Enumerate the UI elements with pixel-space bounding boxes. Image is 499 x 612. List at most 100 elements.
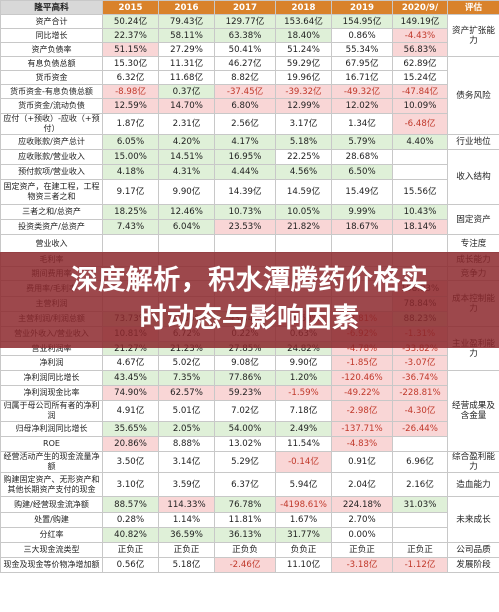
row-label: 三大现金流类型	[0, 542, 103, 558]
table-cell	[392, 234, 448, 253]
table-cell: 154.95亿	[331, 14, 393, 29]
table-row: 货币资金-有息负债总额 -8.98亿 0.37亿 -37.45亿 -39.32亿 -49.…	[0, 84, 499, 99]
table-cell	[158, 234, 215, 253]
table-cell: -1.59%	[275, 385, 332, 401]
table-cell: -228.81%	[392, 385, 448, 401]
table-cell: 35.65%	[102, 421, 159, 437]
table-cell: 40.82%	[102, 527, 159, 543]
table-cell: 1.20%	[275, 370, 332, 386]
table-cell: 正负负	[214, 542, 276, 558]
header-year: 2019	[331, 0, 393, 15]
table-cell: 18.40%	[275, 28, 332, 43]
table-cell: 4.17%	[214, 134, 276, 150]
table-cell: 4.56%	[275, 164, 332, 180]
table-row: 三大现金流类型 正负正 正负正 正负负 负负正 正负正 正负正 公司品质	[0, 542, 499, 558]
table-cell: 5.18%	[275, 134, 332, 150]
evaluation-cell: 收入结构	[447, 149, 499, 205]
row-label: 资产合计	[0, 14, 103, 29]
row-label: 净利润	[0, 355, 103, 371]
table-row: 营业收入 专注度	[0, 234, 499, 253]
table-cell: 正负正	[158, 542, 215, 558]
table-cell: 1.14%	[158, 512, 215, 528]
table-cell: -47.84亿	[392, 84, 448, 99]
table-row: 有息负债总额 15.30亿 11.31亿 46.27亿 59.29亿 67.95亿 62.8…	[0, 56, 499, 135]
table-cell: 9.99%	[331, 204, 393, 220]
evaluation-cell: 未来成长	[447, 496, 499, 543]
header-eval: 评估	[447, 0, 499, 15]
table-cell: 11.68亿	[158, 70, 215, 85]
table-cell: 10.09%	[392, 98, 448, 114]
evaluation-cell: 综合盈利能力	[447, 451, 499, 473]
table-cell: 31.77%	[275, 527, 332, 543]
table-cell: 15.00%	[102, 149, 159, 165]
table-cell: 58.11%	[158, 28, 215, 43]
table-cell	[214, 234, 276, 253]
table-cell: 12.59%	[102, 98, 159, 114]
table-cell: 正负正	[102, 542, 159, 558]
table-cell: 74.90%	[102, 385, 159, 401]
table-row: 应收账款/资产总计 6.05% 4.20% 4.17% 5.18% 5.79% 4.40% 行…	[0, 134, 499, 150]
table-cell: 36.59%	[158, 527, 215, 543]
table-cell: 6.50%	[331, 164, 393, 180]
table-cell: 6.05%	[102, 134, 159, 150]
table-cell: 4.31%	[158, 164, 215, 180]
table-cell: 2.31亿	[158, 113, 215, 135]
table-row: 归属于母公司所有者的净利润 4.91亿 5.01亿 7.02亿 7.18亿 -2.98亿 -…	[0, 400, 499, 422]
table-cell: 11.54%	[275, 436, 332, 452]
table-cell: 16.71亿	[331, 70, 393, 85]
table-cell: 4.18%	[102, 164, 159, 180]
table-row: 资产合计 50.24亿 79.43亿 129.77亿 153.64亿 154.95亿 149…	[0, 14, 499, 57]
header-company: 隆平高科	[0, 0, 103, 15]
table-cell: 7.18亿	[275, 400, 332, 422]
table-cell: 3.14亿	[158, 451, 215, 473]
table-cell: 46.27亿	[214, 56, 276, 71]
row-label: 处置/购建	[0, 512, 103, 528]
table-row: 经营活动产生的现金流量净额 3.50亿 3.14亿 5.29亿 -0.14亿 0.91亿 6…	[0, 451, 499, 473]
table-row: 应收账款/营业收入 15.00% 14.51% 16.95% 22.25% 28.68% 收…	[0, 149, 499, 205]
table-cell: 79.43亿	[158, 14, 215, 29]
table-cell: 8.88%	[158, 436, 215, 452]
evaluation-cell: 造血能力	[447, 472, 499, 497]
table-cell: 正负正	[331, 542, 393, 558]
table-cell: 5.02亿	[158, 355, 215, 371]
table-cell: -6.48亿	[392, 113, 448, 135]
table-cell: 正负正	[392, 542, 448, 558]
table-row: 投资类资产/总资产 7.43% 6.04% 23.53% 21.82% 18.67% 18.…	[0, 219, 499, 235]
table-row: ROE 20.86% 8.88% 13.02% 11.54% -4.83%	[0, 436, 499, 452]
table-cell: 15.56亿	[392, 179, 448, 205]
row-label: 三者之和/总资产	[0, 204, 103, 220]
table-cell: -120.46%	[331, 370, 393, 386]
table-row: 预付款项/营业收入 4.18% 4.31% 4.44% 4.56% 6.50%	[0, 164, 499, 180]
table-cell: 18.67%	[331, 219, 393, 235]
row-label: 归属于母公司所有者的净利润	[0, 400, 103, 422]
table-cell: 4.40%	[392, 134, 448, 150]
table-cell: 14.51%	[158, 149, 215, 165]
table-cell: 7.02亿	[214, 400, 276, 422]
banner-title-line2: 时动态与影响因素	[139, 303, 360, 334]
table-row: 货币资金/流动负债 12.59% 14.70% 6.80% 12.99% 12.02% 10…	[0, 98, 499, 114]
table-cell: 51.24%	[275, 42, 332, 57]
table-cell: 2.05%	[158, 421, 215, 437]
table-cell: 5.79%	[331, 134, 393, 150]
table-cell: 77.86%	[214, 370, 276, 386]
table-cell: -4.30亿	[392, 400, 448, 422]
table-cell: 76.78%	[214, 496, 276, 513]
table-cell: 10.43%	[392, 204, 448, 220]
table-cell: 7.35%	[158, 370, 215, 386]
table-cell: -26.44%	[392, 421, 448, 437]
row-label: 货币资金	[0, 70, 103, 85]
row-label: 净利润同比增长	[0, 370, 103, 386]
table-cell: -37.45亿	[214, 84, 276, 99]
table-cell: 153.64亿	[275, 14, 332, 29]
table-row: 应付（+预收）-应收（+预付） 1.87亿 2.31亿 2.56亿 3.17亿 1.34亿…	[0, 113, 499, 135]
table-cell: 7.43%	[102, 219, 159, 235]
row-label: 固定资产，在建工程，工程物资三者之和	[0, 179, 103, 205]
table-cell: 5.01亿	[158, 400, 215, 422]
table-cell: 50.41%	[214, 42, 276, 57]
table-cell: 20.86%	[102, 436, 159, 452]
table-cell: 9.90亿	[275, 355, 332, 371]
table-cell: -2.46亿	[214, 557, 276, 573]
table-cell: 9.17亿	[102, 179, 159, 205]
table-cell: 1.87亿	[102, 113, 159, 135]
table-cell: 22.25%	[275, 149, 332, 165]
